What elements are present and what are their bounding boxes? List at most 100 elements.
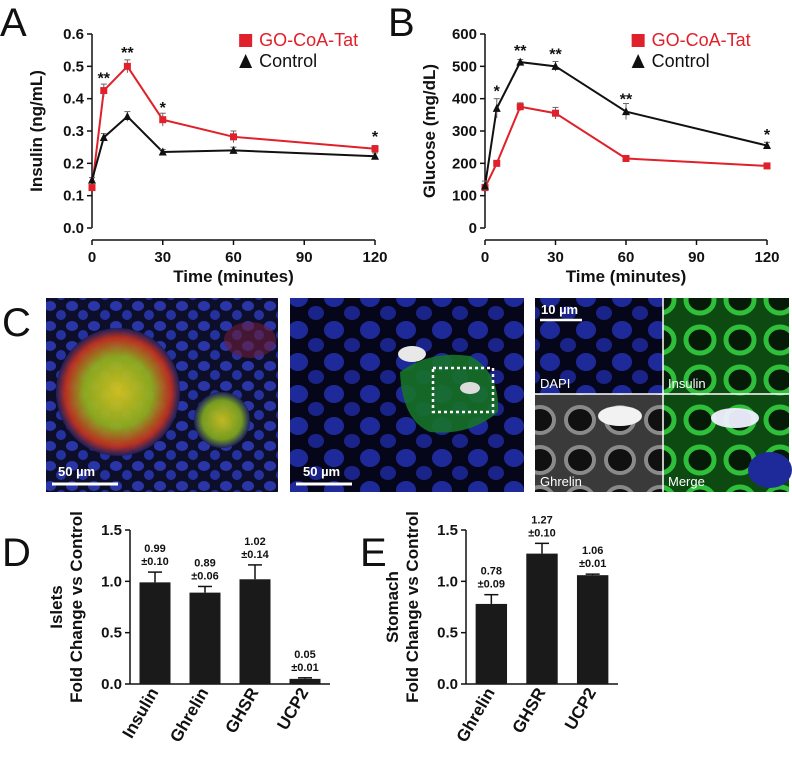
- scale-label-left: 50 µm: [58, 464, 95, 479]
- data-point-triangle: [229, 145, 238, 154]
- significance-marker: *: [372, 129, 379, 146]
- y-tick-label: 0.5: [437, 625, 458, 642]
- y-tick-label: 0.3: [63, 123, 84, 140]
- y-tick-label: 1.5: [437, 522, 458, 539]
- significance-marker: **: [549, 46, 562, 63]
- micrograph-islet-overview: 50 µm: [46, 298, 278, 492]
- zoom-region-box: [431, 366, 495, 414]
- legend-label: Control: [652, 51, 710, 71]
- x-tick-label: 120: [754, 249, 779, 266]
- x-axis-label: Time (minutes): [566, 267, 687, 286]
- significance-marker: *: [160, 100, 167, 117]
- x-category-label: UCP2: [561, 685, 600, 734]
- bar-ucp2: [576, 575, 609, 684]
- data-point-triangle: [551, 61, 560, 70]
- scale-label-middle: 50 µm: [303, 464, 340, 479]
- bar-error-label: ±0.14: [241, 549, 269, 561]
- y-axis-label-line: Fold Change vs Control: [403, 511, 422, 703]
- y-axis-label-line: Islets: [47, 585, 66, 628]
- y-tick-label: 0.0: [437, 676, 458, 693]
- y-tick-label: 0.2: [63, 155, 84, 172]
- y-tick-label: 200: [452, 155, 477, 172]
- data-point-triangle: [99, 132, 108, 141]
- ghrelin-cell-bright-2: [460, 382, 480, 394]
- bar-value-label: 1.06: [582, 545, 603, 557]
- y-tick-label: 300: [452, 123, 477, 140]
- bar-value-label: 1.02: [244, 536, 265, 548]
- y-tick-label: 400: [452, 91, 477, 108]
- data-point-triangle: [123, 111, 132, 120]
- quadrant-label-insulin: Insulin: [668, 376, 706, 391]
- data-point-square: [88, 184, 96, 192]
- x-category-label: UCP2: [273, 685, 312, 734]
- x-category-label: Ghrelin: [166, 685, 212, 746]
- islet-cluster-small: [194, 392, 250, 448]
- x-category-label: GHSR: [221, 685, 262, 737]
- legend-swatch-square: [631, 34, 645, 47]
- x-tick-label: 0: [481, 249, 489, 266]
- data-point-square: [622, 154, 630, 162]
- x-tick-label: 120: [362, 249, 387, 266]
- bar-error-label: ±0.09: [478, 579, 505, 591]
- x-tick-label: 60: [225, 249, 242, 266]
- ghrelin-cell-bright-1: [398, 346, 426, 362]
- bar-ucp2: [289, 678, 321, 684]
- bar-value-label: 0.78: [481, 566, 502, 578]
- y-tick-label: 1.0: [437, 573, 458, 590]
- significance-marker: *: [494, 84, 501, 101]
- quadrant-label-dapi: DAPI: [540, 376, 570, 391]
- data-point-triangle: [492, 103, 501, 112]
- x-category-label: GHSR: [508, 685, 549, 737]
- significance-marker: **: [620, 92, 633, 109]
- series-line-treatment: [484, 105, 768, 189]
- y-tick-label: 1.0: [101, 573, 122, 590]
- bar-error-label: ±0.10: [528, 527, 555, 539]
- x-tick-label: 30: [547, 249, 564, 266]
- data-point-square: [552, 109, 559, 117]
- data-point-square: [371, 145, 379, 153]
- y-axis-label: Glucose (mg/dL): [420, 64, 439, 198]
- bar-insulin: [139, 582, 171, 684]
- series-line-treatment: [91, 64, 376, 188]
- bar-ghrelin: [475, 603, 508, 684]
- panel-letter-e: E: [360, 531, 387, 575]
- insulin-line-chart: 0.0 0.1 0.2 0.3 0.4 0.5 0.6 0 30 60 90 120 Time (min…: [27, 26, 388, 286]
- bar-value-label: 0.99: [144, 543, 165, 555]
- bar-ghsr: [526, 553, 558, 684]
- quadrant-ghrelin: [535, 394, 663, 492]
- y-tick-label: 0.1: [63, 188, 84, 205]
- y-tick-label: 1.5: [101, 522, 122, 539]
- scale-label-right: 10 µm: [541, 302, 578, 317]
- x-tick-label: 0: [88, 249, 96, 266]
- glucose-line-chart: 0 100 200 300 400 500 600 0 30 60 90 120 Time (minut…: [420, 26, 780, 286]
- x-axis-label: Time (minutes): [173, 267, 294, 286]
- significance-marker: **: [121, 45, 134, 62]
- series-line-control: [91, 115, 376, 181]
- y-tick-label: 100: [452, 188, 477, 205]
- bar-error-label: ±0.01: [291, 662, 318, 674]
- merge-bright-spot: [711, 408, 759, 428]
- bar-error-label: ±0.06: [191, 570, 218, 582]
- quadrant-dapi: [535, 298, 663, 394]
- x-tick-label: 60: [618, 249, 635, 266]
- stomach-bar-chart: 0.0 0.5 1.0 1.5 0.78±0.09 Ghrelin 1.27±0.10 GHS…: [383, 511, 618, 746]
- legend-swatch-square: [239, 34, 253, 47]
- y-tick-label: 0.0: [101, 676, 122, 693]
- panel-letter-b: B: [388, 1, 415, 45]
- quadrant-label-ghrelin: Ghrelin: [540, 474, 582, 489]
- red-signal-region: [224, 322, 276, 358]
- legend-label: GO-CoA-Tat: [652, 30, 751, 50]
- legend-swatch-triangle: [239, 54, 253, 68]
- ghrelin-bright-spot: [598, 406, 642, 426]
- x-tick-label: 90: [296, 249, 313, 266]
- significance-marker: **: [98, 71, 111, 88]
- panel-letter-a: A: [0, 1, 27, 45]
- bar-value-label: 0.89: [194, 557, 215, 569]
- green-cell-cluster: [400, 354, 499, 433]
- y-tick-label: 600: [452, 26, 477, 43]
- data-point-square: [159, 116, 167, 124]
- legend-label: Control: [259, 51, 317, 71]
- y-tick-label: 0.5: [101, 625, 122, 642]
- y-axis-label-line: Stomach: [383, 571, 402, 643]
